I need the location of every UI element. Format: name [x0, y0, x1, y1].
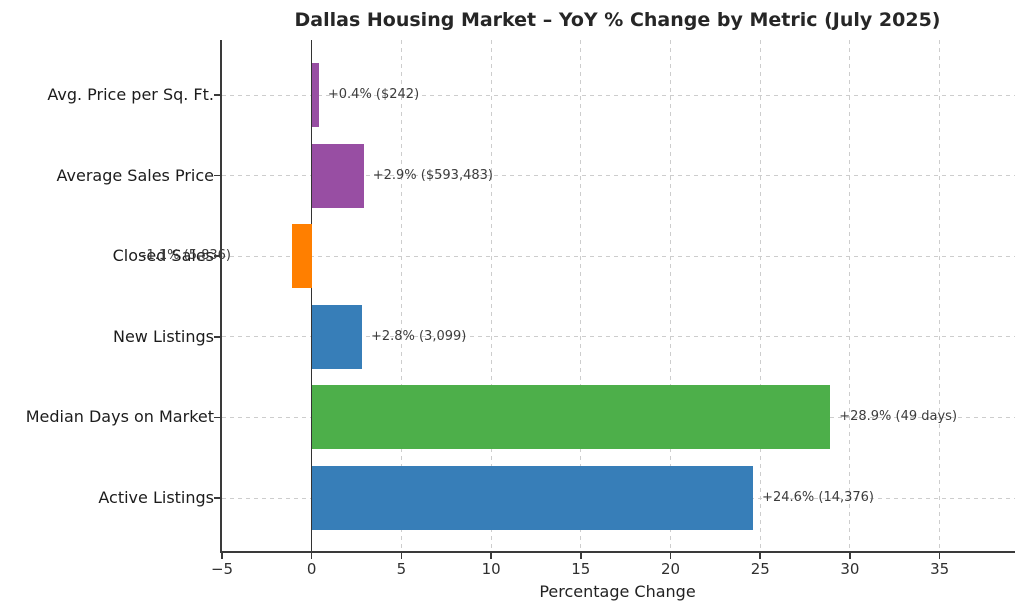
x-tick-label: 15: [571, 560, 591, 578]
x-tick-mark: [580, 553, 582, 559]
x-gridline: [490, 40, 492, 551]
bar-median-days-on-market: [311, 385, 831, 450]
y-tick-mark: [214, 94, 220, 96]
x-gridline: [849, 40, 851, 551]
x-tick-mark: [759, 553, 761, 559]
bar-closed-sales: [291, 224, 312, 289]
bar-value-label: +2.8% (3,099): [370, 328, 467, 344]
bar-value-label: +28.9% (49 days): [839, 409, 958, 425]
bar-active-listings: [311, 466, 754, 530]
x-tick-label: 0: [306, 560, 317, 578]
x-tick-label: 5: [396, 560, 407, 578]
x-gridline: [939, 40, 941, 551]
x-tick-mark: [849, 553, 851, 559]
x-gridline: [400, 40, 402, 551]
x-tick-mark: [669, 553, 672, 559]
x-gridline: [580, 40, 582, 551]
y-tick-mark: [214, 336, 220, 338]
x-axis-title: Percentage Change: [539, 582, 696, 601]
x-tick-label: 25: [750, 560, 770, 578]
x-tick-mark: [400, 553, 403, 559]
x-tick-label: 20: [660, 560, 681, 578]
category-label: Median Days on Market: [25, 407, 214, 427]
bar-value-label: -1.1% (5,836): [141, 248, 231, 264]
x-tick-mark: [490, 553, 492, 559]
plot-area: +0.4% ($242) +2.9% ($593,483) -1.1% (5,836…: [142, 40, 1015, 553]
category-label: New Listings: [112, 326, 214, 346]
x-gridline: [670, 40, 672, 551]
y-gridline: [222, 336, 1015, 338]
y-gridline: [222, 255, 1015, 257]
bar-avg-price-per-sq-ft: [311, 63, 319, 127]
bar-new-listings: [311, 304, 362, 369]
category-label: Closed Sales: [112, 246, 214, 266]
x-tick-label: 10: [481, 560, 501, 578]
bar-value-label: +0.4% ($242): [327, 87, 420, 102]
category-label: Average Sales Price: [56, 165, 215, 185]
bar-value-label: +24.6% (14,376): [762, 490, 875, 505]
x-tick-label: 30: [840, 560, 860, 578]
x-tick-label: 35: [930, 560, 950, 578]
bar-value-label: +2.9% ($593,483): [372, 167, 493, 183]
y-gridline: [222, 175, 1015, 177]
y-tick-mark: [214, 497, 220, 499]
category-label: Avg. Price per Sq. Ft.: [47, 85, 214, 104]
y-tick-mark: [214, 255, 220, 257]
y-tick-mark: [214, 416, 220, 419]
x-gridline: [759, 40, 761, 551]
bar-average-sales-price: [311, 143, 364, 208]
chart-title: Dallas Housing Market – YoY % Change by …: [294, 9, 941, 31]
y-gridline: [222, 94, 1015, 96]
category-label: Active Listings: [98, 488, 214, 507]
x-tick-mark: [221, 553, 223, 559]
x-tick-label: −5: [210, 560, 234, 578]
x-tick-mark: [938, 553, 941, 559]
x-tick-mark: [310, 553, 313, 559]
zero-axis-line: [310, 40, 313, 551]
y-tick-mark: [214, 174, 220, 177]
